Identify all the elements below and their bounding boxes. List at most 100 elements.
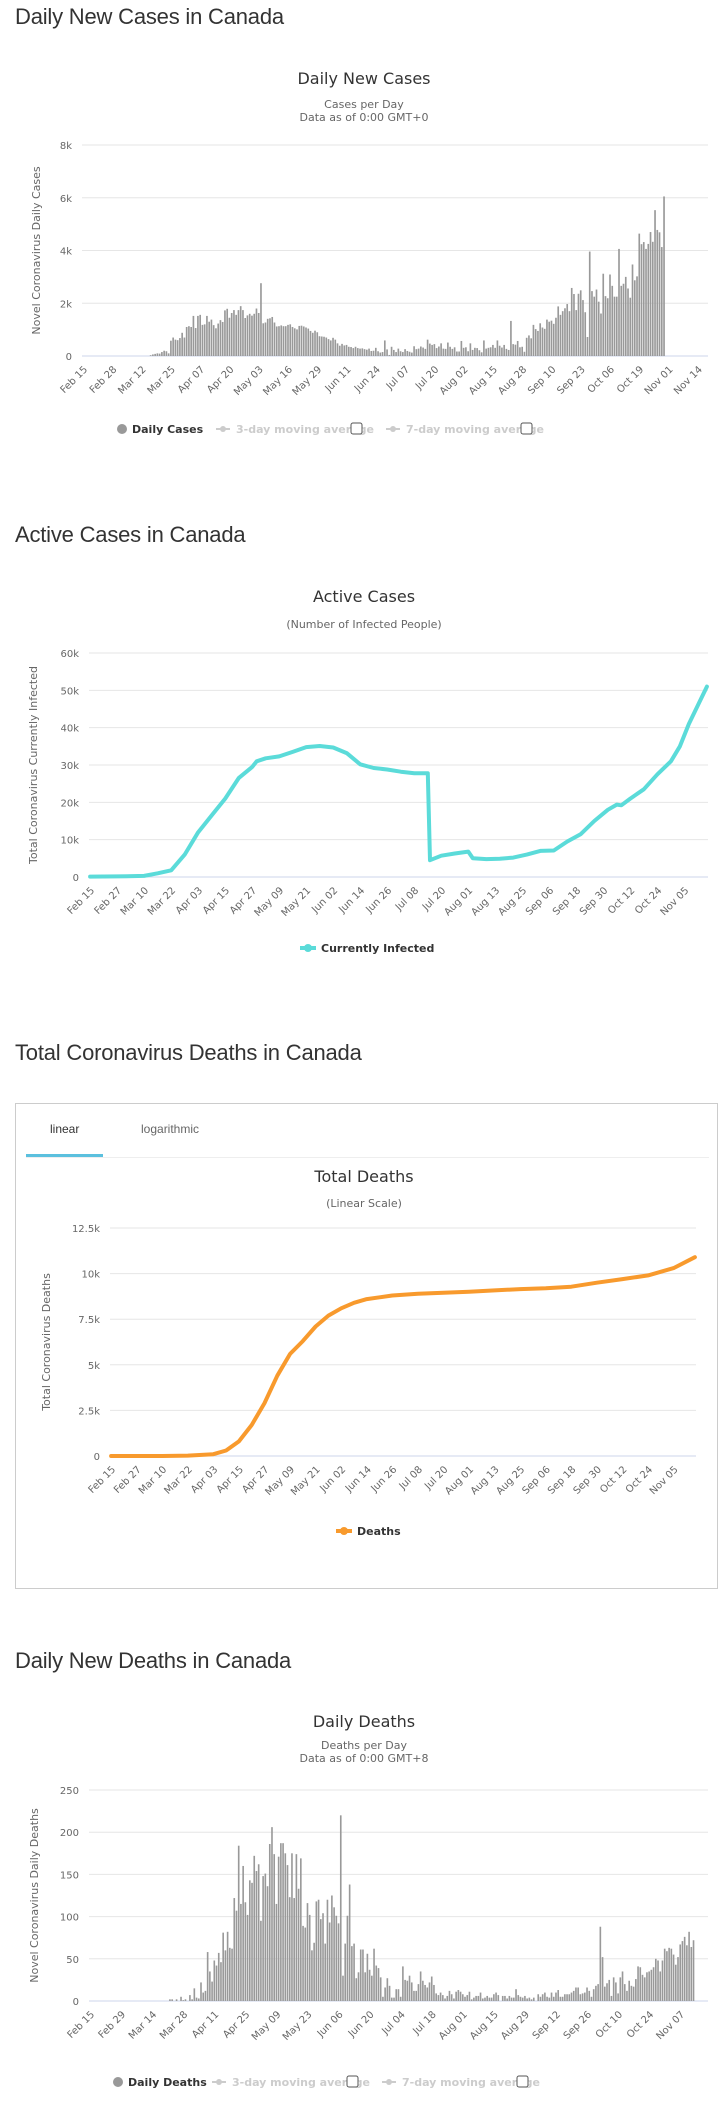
legend-marker-icon [220, 426, 226, 432]
bar [572, 1990, 575, 2001]
bar [652, 1967, 655, 2001]
legend-item[interactable]: 3-day moving average [232, 2076, 370, 2089]
legend-item[interactable]: 3-day moving average [236, 423, 374, 436]
legend-item[interactable]: 7-day moving average [402, 2076, 540, 2089]
bar [514, 344, 517, 356]
bar [382, 1996, 384, 2001]
bar [375, 1965, 378, 2001]
y-tick-label: 0 [66, 352, 72, 363]
bar [221, 321, 224, 356]
tab-linear[interactable]: linear [50, 1122, 80, 1136]
bar [622, 283, 625, 356]
bar [444, 348, 447, 356]
bar [176, 340, 179, 356]
y-tick-label: 60k [60, 649, 79, 660]
bar [255, 308, 258, 356]
x-tick-label: Apr 25 [221, 2009, 252, 2040]
bar [239, 306, 242, 356]
bar [415, 349, 418, 356]
bar [422, 1980, 424, 2001]
bar [337, 1923, 340, 2001]
bar [672, 1954, 675, 2001]
bar [215, 328, 217, 356]
bar [626, 1990, 628, 2001]
bar [181, 332, 183, 356]
legend-item[interactable]: Currently Infected [321, 942, 434, 955]
bar [167, 353, 170, 356]
bar [260, 1920, 262, 2001]
bar [557, 1990, 560, 2001]
bar [428, 1982, 431, 2001]
bar [521, 1997, 524, 2001]
bar [365, 349, 368, 356]
bar [643, 1977, 646, 2001]
bar [555, 1992, 557, 2001]
bar [226, 308, 229, 356]
x-tick-label: Oct 24 [625, 2009, 656, 2040]
chart-title: Daily Deaths [313, 1712, 415, 1731]
bar [163, 350, 165, 356]
tab-logarithmic[interactable]: logarithmic [141, 1122, 200, 1136]
bar [597, 1984, 599, 2001]
bar [519, 347, 521, 356]
bar [609, 274, 611, 356]
bar [339, 1815, 342, 2001]
bar [632, 1986, 635, 2001]
bar [257, 313, 260, 356]
legend-item[interactable]: Daily Cases [132, 423, 204, 436]
bar [489, 347, 492, 356]
bar [601, 1957, 604, 2001]
y-tick-label: 40k [60, 724, 79, 735]
bar [546, 1996, 548, 2001]
moving-average-checkbox[interactable] [346, 2075, 359, 2088]
bar [458, 351, 460, 356]
bar [442, 348, 445, 356]
bar [307, 328, 310, 356]
bar [484, 1997, 486, 2001]
bar [470, 1999, 473, 2001]
bar [600, 313, 602, 356]
bar [690, 1946, 693, 2001]
x-tick-label: Oct 12 [606, 885, 637, 916]
bar [670, 1948, 673, 2001]
y-tick-label: 2k [60, 299, 72, 310]
bar [655, 1958, 657, 2001]
bar [448, 1990, 451, 2001]
legend-item[interactable]: 7-day moving average [406, 423, 544, 436]
bar [473, 1997, 475, 2001]
legend-item[interactable]: Deaths [357, 1525, 401, 1538]
bar [300, 325, 303, 356]
bar [318, 336, 321, 356]
bar [397, 1989, 400, 2001]
bar [179, 338, 181, 356]
moving-average-checkbox[interactable] [516, 2075, 529, 2088]
x-tick-label: Aug 25 [494, 1464, 527, 1497]
bar [559, 1996, 562, 2001]
bar [420, 346, 422, 356]
bar [577, 293, 580, 356]
bar [608, 1979, 611, 2001]
bar [528, 1997, 531, 2001]
moving-average-checkbox[interactable] [520, 422, 533, 435]
bar [289, 324, 292, 356]
bar [161, 352, 163, 356]
bar [408, 1975, 411, 2001]
bar [390, 346, 393, 356]
bar [449, 346, 451, 356]
bar [397, 348, 400, 356]
chart-subtitle: Data as of 0:00 GMT+8 [300, 1752, 429, 1765]
bar [642, 242, 645, 356]
bar [465, 347, 467, 356]
moving-average-checkbox[interactable] [350, 422, 363, 435]
x-tick-label: Jun 14 [343, 1464, 374, 1495]
legend-item[interactable]: Daily Deaths [128, 2076, 207, 2089]
bar [386, 1978, 389, 2001]
bar [199, 314, 201, 356]
bar [566, 1994, 568, 2001]
bar [666, 1951, 668, 2001]
x-tick-label: Feb 28 [88, 364, 120, 396]
bar [647, 243, 650, 356]
bar [494, 347, 496, 356]
bar [317, 1899, 320, 2001]
